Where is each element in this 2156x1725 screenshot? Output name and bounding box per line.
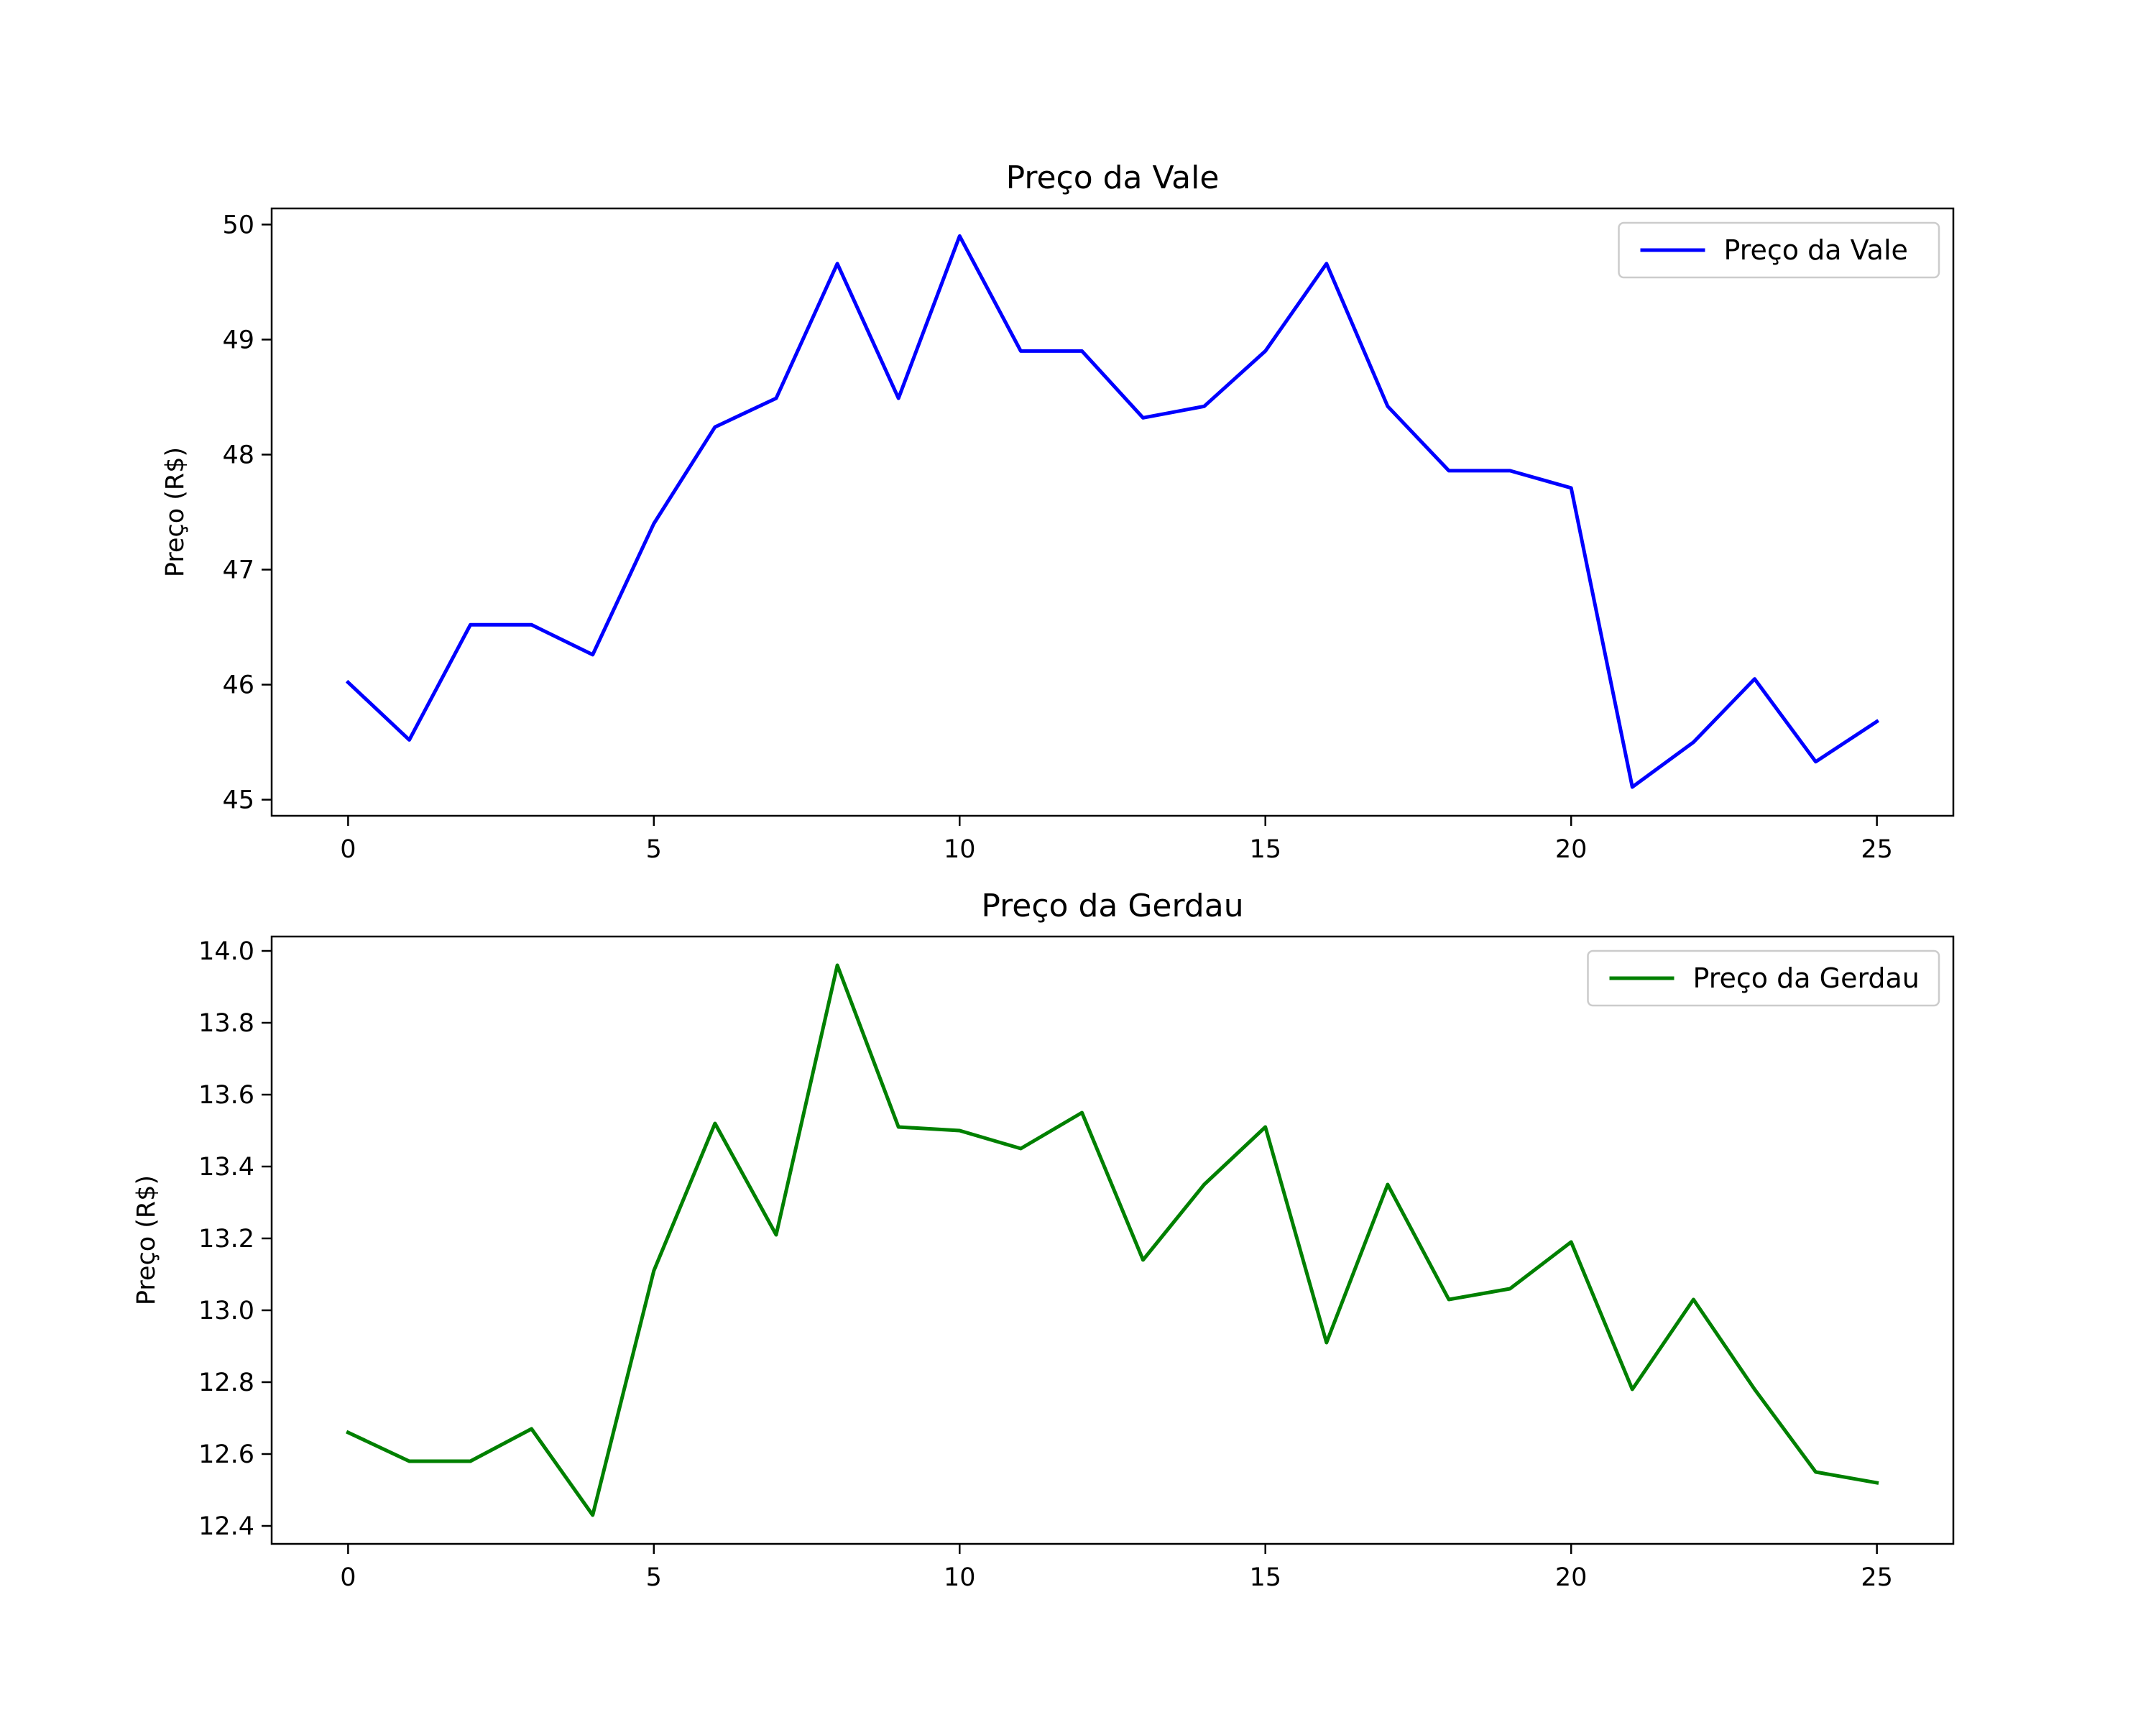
gerdau-y-tick-label: 14.0 <box>198 937 254 966</box>
gerdau-x-tick-label: 10 <box>944 1563 976 1592</box>
gerdau-x-tick-label: 20 <box>1555 1563 1588 1592</box>
vale-series-line <box>345 234 1880 789</box>
vale-axes-frame <box>270 207 1955 817</box>
vale-legend-box <box>1618 221 1940 279</box>
vale-y-tick-label: 47 <box>222 556 254 585</box>
gerdau-axes-frame <box>270 935 1955 1545</box>
gerdau-y-tick-label: 13.0 <box>198 1297 254 1325</box>
vale-x-tick-label: 0 <box>340 835 356 864</box>
gerdau-chart-title: Preço da Gerdau <box>981 888 1243 924</box>
vale-chart-title: Preço da Vale <box>1006 160 1220 196</box>
vale-x-tick-label: 20 <box>1555 835 1588 864</box>
gerdau-x-tick-label: 25 <box>1861 1563 1893 1592</box>
vale-y-tick-label: 46 <box>222 671 254 700</box>
gerdau-x-tick-label: 0 <box>340 1563 356 1592</box>
vale-price-chart: Preço da Vale 0 5 10 15 20 25 45 46 47 48 49 50 Preço… <box>161 160 1955 864</box>
vale-y-tick-label: 45 <box>222 786 254 815</box>
gerdau-y-tick-label: 13.4 <box>198 1153 254 1182</box>
gerdau-series-line <box>346 963 1879 1517</box>
vale-y-axis-label: Preço (R$) <box>161 447 190 577</box>
gerdau-y-tick-label: 12.8 <box>198 1368 254 1397</box>
vale-legend-label: Preço da Vale <box>1724 234 1908 266</box>
gerdau-legend-box <box>1587 949 1940 1007</box>
gerdau-y-tick-label: 12.6 <box>198 1440 254 1469</box>
gerdau-y-axis-label: Preço (R$) <box>132 1175 161 1305</box>
gerdau-y-tick-label: 13.6 <box>198 1081 254 1110</box>
vale-y-tick-label: 49 <box>222 326 254 354</box>
vale-y-tick-label: 50 <box>222 211 254 239</box>
vale-x-tick-label: 5 <box>646 835 662 864</box>
gerdau-legend-label: Preço da Gerdau <box>1693 962 1920 994</box>
gerdau-price-chart: Preço da Gerdau 0 5 10 15 20 25 12.4 12.6 12.8 13.… <box>132 888 1955 1592</box>
vale-x-tick-label: 25 <box>1861 835 1893 864</box>
gerdau-y-tick-label: 13.8 <box>198 1009 254 1038</box>
vale-x-tick-label: 15 <box>1249 835 1281 864</box>
gerdau-x-tick-label: 5 <box>646 1563 662 1592</box>
gerdau-x-tick-label: 15 <box>1249 1563 1281 1592</box>
vale-legend: Preço da Vale <box>1618 221 1940 279</box>
gerdau-y-tick-label: 12.4 <box>198 1512 254 1541</box>
gerdau-y-tick-label: 13.2 <box>198 1225 254 1254</box>
gerdau-legend: Preço da Gerdau <box>1587 949 1940 1007</box>
vale-y-tick-label: 48 <box>222 441 254 469</box>
vale-x-tick-label: 10 <box>944 835 976 864</box>
